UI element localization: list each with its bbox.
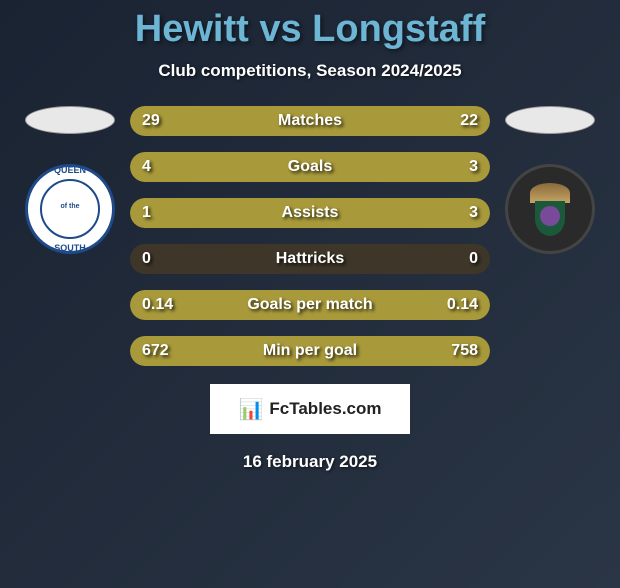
stat-bar: 00Hattricks xyxy=(130,244,490,274)
badge-right-inner xyxy=(515,174,585,244)
brand-footer[interactable]: 📊 FcTables.com xyxy=(210,384,410,434)
stat-bar: 672758Min per goal xyxy=(130,336,490,366)
badge-inner-ring: QUEEN of the SOUTH xyxy=(40,179,100,239)
stat-bar: 0.140.14Goals per match xyxy=(130,290,490,320)
brand-name: FcTables.com xyxy=(269,399,381,419)
stat-label: Goals per match xyxy=(130,296,490,314)
stat-label: Matches xyxy=(130,112,490,130)
left-player-column: QUEEN of the SOUTH xyxy=(20,106,120,254)
stat-bar: 13Assists xyxy=(130,198,490,228)
badge-text-top: QUEEN xyxy=(42,165,98,175)
chart-icon: 📊 xyxy=(238,397,263,422)
stat-label: Min per goal xyxy=(130,342,490,360)
snapshot-date: 16 february 2025 xyxy=(0,452,620,472)
player-placeholder-left xyxy=(25,106,115,134)
player-placeholder-right xyxy=(505,106,595,134)
stat-label: Goals xyxy=(130,158,490,176)
badge-text-bottom: SOUTH xyxy=(42,243,98,253)
badge-text-mid: of the xyxy=(42,203,98,210)
comparison-title: Hewitt vs Longstaff xyxy=(0,8,620,51)
season-subtitle: Club competitions, Season 2024/2025 xyxy=(0,61,620,81)
stat-bar: 2922Matches xyxy=(130,106,490,136)
comparison-content: QUEEN of the SOUTH 2922Matches 43Goals 13A… xyxy=(0,106,620,366)
right-player-column xyxy=(500,106,600,254)
stat-bars: 2922Matches 43Goals 13Assists 00Hattricks 0.… xyxy=(130,106,490,366)
club-badge-left: QUEEN of the SOUTH xyxy=(25,164,115,254)
stat-label: Assists xyxy=(130,204,490,222)
eagle-icon xyxy=(530,183,570,203)
shield-icon xyxy=(535,201,565,236)
stat-label: Hattricks xyxy=(130,250,490,268)
club-badge-right xyxy=(505,164,595,254)
stat-bar: 43Goals xyxy=(130,152,490,182)
